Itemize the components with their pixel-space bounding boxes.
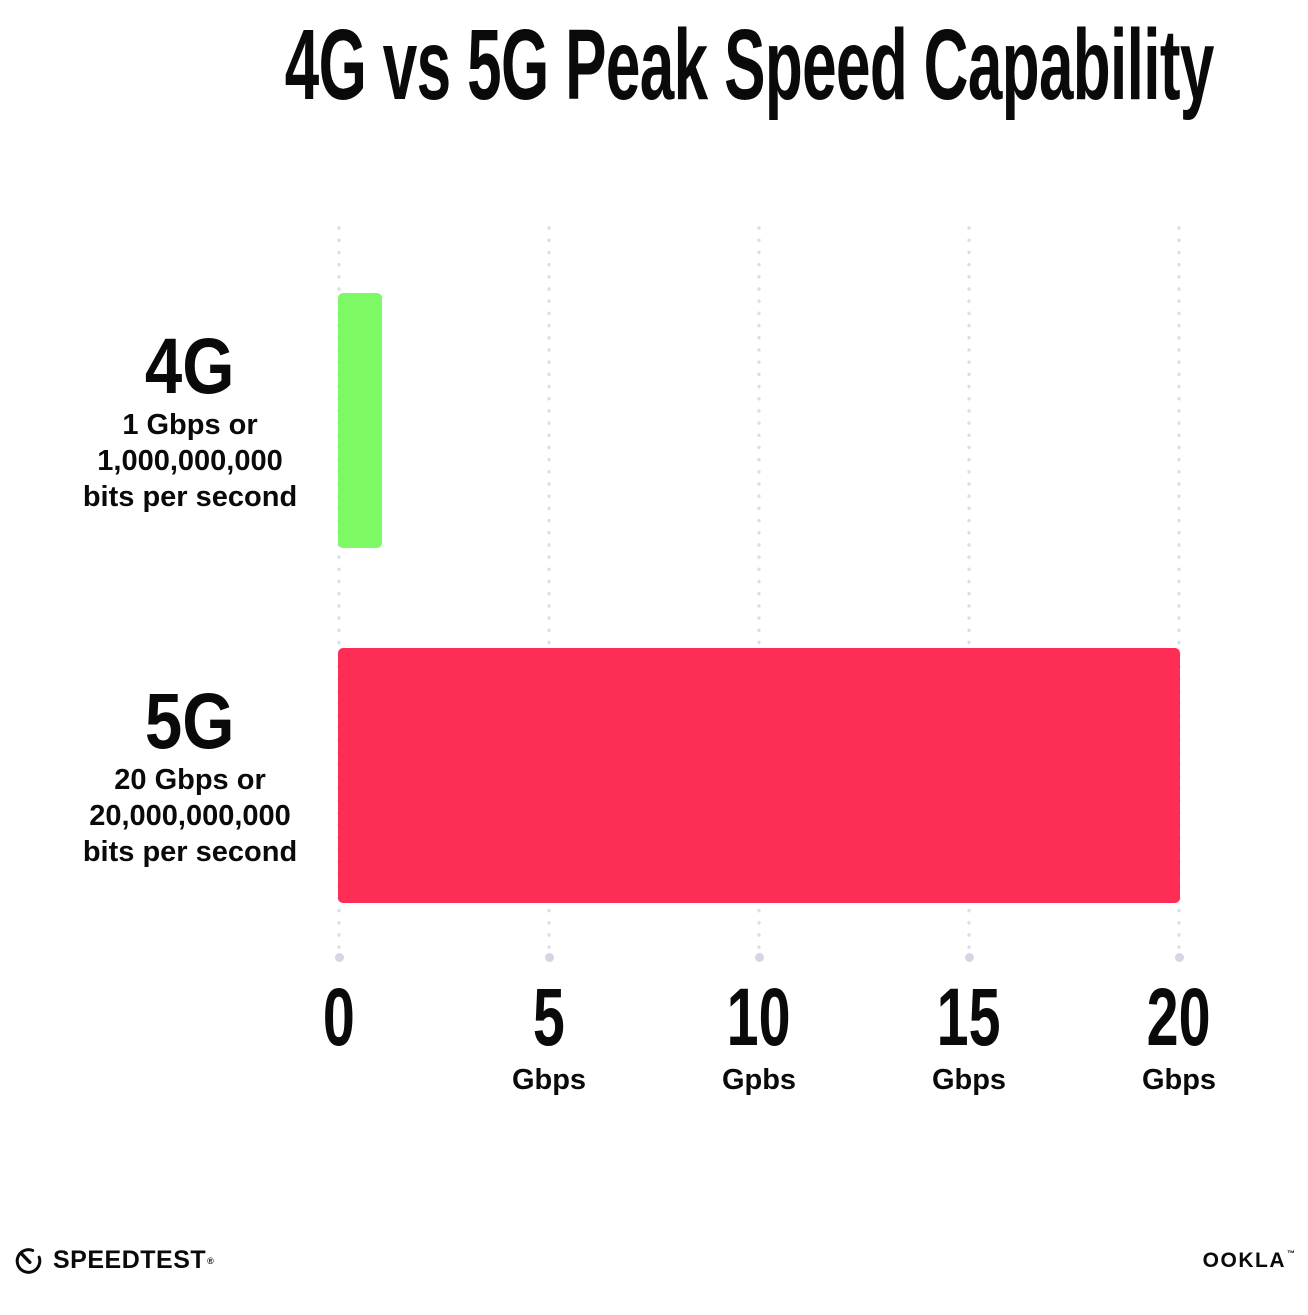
x-tick-number-text: 0	[323, 972, 355, 1063]
x-tick-number: 5	[444, 977, 654, 1059]
row-label-4g: 4G 1 Gbps or 1,000,000,000 bits per second	[55, 326, 325, 514]
ookla-logo: OOKLA ™	[1202, 1249, 1295, 1272]
x-tick-unit: Gbps	[1141, 1064, 1217, 1096]
chart-title-text: 4G vs 5G Peak Speed Capability	[284, 9, 1215, 121]
x-tick-10: 10 Gpbs	[654, 977, 864, 1096]
row-name-4g: 4G	[55, 326, 325, 406]
row-desc-line-1: 1 Gbps or	[122, 409, 258, 441]
gridline-0	[334, 222, 344, 962]
x-tick-number-text: 5	[533, 972, 565, 1063]
row-label-5g: 5G 20 Gbps or 20,000,000,000 bits per secon…	[55, 681, 325, 869]
x-tick-number-text: 15	[937, 972, 1001, 1063]
gridline-5	[544, 222, 554, 962]
chart-title: 4G vs 5G Peak Speed Capability	[0, 13, 1308, 117]
row-desc-line-1: 20 Gbps or	[114, 764, 266, 796]
gridline-15	[964, 222, 974, 962]
bar-5g	[338, 648, 1180, 903]
ookla-wordmark: OOKLA	[1202, 1249, 1286, 1272]
speedtest-trademark: ®	[207, 1255, 214, 1266]
bar-4g	[338, 293, 382, 548]
x-tick-number: 15	[864, 977, 1074, 1059]
x-tick-number: 20	[1074, 977, 1284, 1059]
speedtest-gauge-icon	[15, 1248, 42, 1274]
row-name-5g: 5G	[55, 681, 325, 761]
x-tick-15: 15 Gbps	[864, 977, 1074, 1096]
ookla-trademark: ™	[1287, 1249, 1295, 1258]
gridline-10	[754, 222, 764, 962]
row-name-text: 5G	[145, 676, 235, 765]
speedtest-logo: SPEEDTEST ®	[13, 1245, 214, 1276]
x-tick-unit: Gbps	[931, 1064, 1007, 1096]
row-desc-line-3: bits per second	[82, 836, 298, 868]
x-tick-unit: Gbps	[511, 1064, 587, 1096]
gridline-20	[1174, 222, 1184, 962]
row-desc-line-2: 1,000,000,000	[97, 445, 283, 477]
x-tick-number: 0	[234, 977, 444, 1059]
x-tick-unit: Gpbs	[721, 1064, 797, 1096]
x-tick-number: 10	[654, 977, 864, 1059]
footer: SPEEDTEST ® OOKLA ™	[0, 1246, 1308, 1315]
row-desc-line-2: 20,000,000,000	[89, 800, 291, 832]
row-name-text: 4G	[145, 321, 235, 410]
x-tick-number-text: 20	[1147, 972, 1211, 1063]
x-tick-20: 20 Gbps	[1074, 977, 1284, 1096]
x-tick-5: 5 Gbps	[444, 977, 654, 1096]
x-tick-0: 0	[234, 977, 444, 1059]
row-desc-line-3: bits per second	[82, 481, 298, 513]
x-tick-number-text: 10	[727, 972, 791, 1063]
speedtest-wordmark: SPEEDTEST	[53, 1246, 207, 1274]
